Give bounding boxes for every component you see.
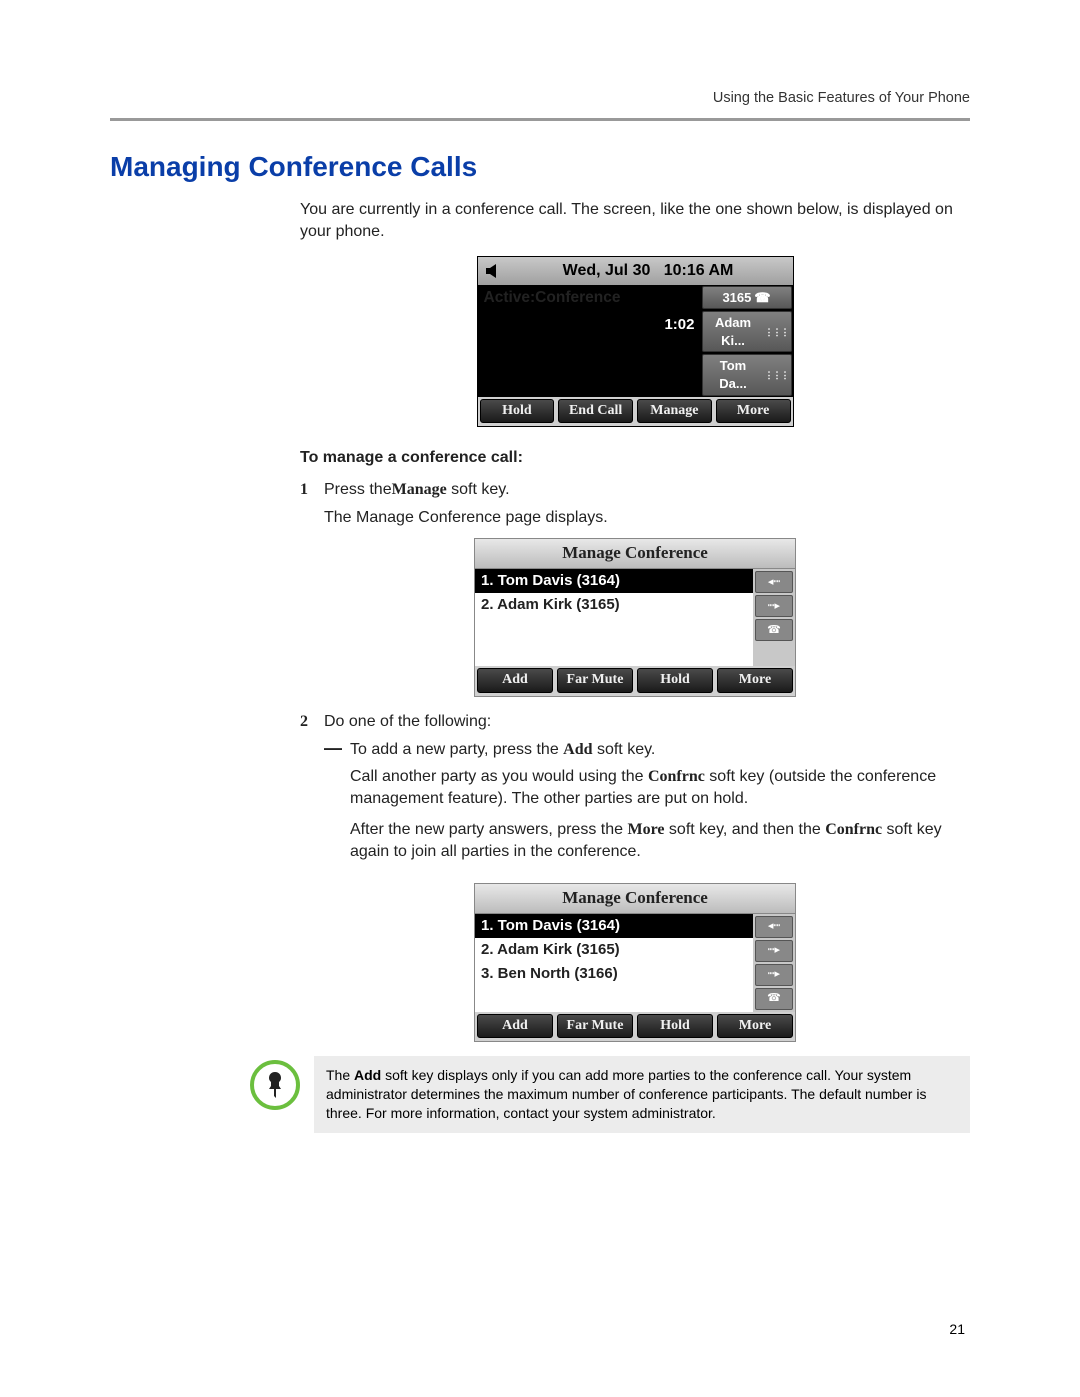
speaker-right-icon: ┉▸ — [755, 940, 793, 962]
note-pin-icon — [250, 1060, 300, 1110]
mc-row[interactable]: 3. Ben North (3166) — [475, 962, 753, 986]
dash1-c: soft key. — [593, 741, 656, 758]
note-callout: The Add soft key displays only if you ca… — [250, 1056, 970, 1133]
handset-icon: ☎ — [754, 289, 770, 307]
softkey-ref-confrnc: Confrnc — [825, 821, 882, 838]
softkey-farmute[interactable]: Far Mute — [557, 1014, 633, 1039]
subheading: To manage a conference call: — [300, 447, 970, 469]
step1-line2: The Manage Conference page displays. — [324, 507, 970, 529]
mc-row-selected[interactable]: 1. Tom Davis (3164) — [475, 914, 753, 938]
step-number: 2 — [300, 711, 324, 733]
softkey-hold[interactable]: Hold — [480, 399, 555, 424]
step1-text-a: Press the — [324, 481, 392, 498]
step-1: 1 Press theManage soft key. The Manage C… — [300, 479, 970, 528]
speaker-icon — [484, 262, 500, 280]
menu-dots-icon: ⋮⋮⋮ — [765, 369, 789, 381]
dash1-p3a: After the new party answers, press the — [350, 821, 627, 838]
step1-text-c: soft key. — [447, 481, 510, 498]
dash1-p2a: Call another party as you would using th… — [350, 768, 648, 785]
softkey-hold[interactable]: Hold — [637, 1014, 713, 1039]
softkey-hold[interactable]: Hold — [637, 668, 713, 693]
step-number: 1 — [300, 479, 324, 528]
softkey-add[interactable]: Add — [477, 1014, 553, 1039]
speaker-left-icon: ◂┉ — [755, 916, 793, 938]
phone-timer: 1:02 — [478, 312, 701, 338]
step-2: 2 Do one of the following: — [300, 711, 970, 733]
menu-dots-icon: ⋮⋮⋮ — [765, 326, 789, 338]
softkey-endcall[interactable]: End Call — [558, 399, 633, 424]
softkey-manage[interactable]: Manage — [637, 399, 712, 424]
mc-row-empty — [475, 618, 753, 642]
phone-screenshot-active-conference: Wed, Jul 30 10:16 AM Active:Conference 1… — [477, 256, 794, 427]
phone-status: Active:Conference — [478, 285, 701, 312]
speaker-left-icon: ◂┉ — [755, 571, 793, 593]
dash1-a: To add a new party, press the — [350, 741, 563, 758]
mc-row-empty — [475, 642, 753, 666]
softkey-more[interactable]: More — [716, 399, 791, 424]
softkey-more[interactable]: More — [717, 668, 793, 693]
phone-screenshot-manage-conference-1: Manage Conference 1. Tom Davis (3164) 2.… — [474, 538, 796, 697]
dash-icon: — — [324, 739, 350, 873]
speaker-right-icon: ┉▸ — [755, 595, 793, 617]
phone-date: Wed, Jul 30 — [563, 262, 651, 279]
softkey-ref-confrnc: Confrnc — [648, 768, 705, 785]
page-number: 21 — [949, 1321, 965, 1337]
softkey-farmute[interactable]: Far Mute — [557, 668, 633, 693]
bullet-add-party: — To add a new party, press the Add soft… — [324, 739, 970, 873]
mc-row[interactable]: 2. Adam Kirk (3165) — [475, 593, 753, 617]
softkey-ref-add: Add — [563, 741, 592, 758]
softkey-add[interactable]: Add — [477, 668, 553, 693]
dash1-p3c: soft key, and then the — [664, 821, 825, 838]
note-text: The Add soft key displays only if you ca… — [314, 1056, 970, 1133]
phone-time: 10:16 AM — [664, 262, 734, 279]
mc-title: Manage Conference — [475, 884, 795, 914]
mc-row-selected[interactable]: 1. Tom Davis (3164) — [475, 569, 753, 593]
line-chip-1: Adam Ki...⋮⋮⋮ — [702, 311, 792, 352]
section-title: Managing Conference Calls — [110, 151, 970, 183]
softkey-ref-manage: Manage — [392, 481, 447, 498]
mc-row[interactable]: 2. Adam Kirk (3165) — [475, 938, 753, 962]
step2-text: Do one of the following: — [324, 711, 970, 733]
softkey-ref-more: More — [627, 821, 664, 838]
line-chip-2: Tom Da...⋮⋮⋮ — [702, 354, 792, 395]
header-rule — [110, 118, 970, 121]
phone-icon: ☎ — [755, 619, 793, 641]
line-chip-ext: 3165☎ — [702, 286, 792, 310]
phone-icon: ☎ — [755, 988, 793, 1010]
mc-title: Manage Conference — [475, 539, 795, 569]
speaker-right-icon: ┉▸ — [755, 964, 793, 986]
softkey-more[interactable]: More — [717, 1014, 793, 1039]
mc-row-empty — [475, 986, 753, 1010]
softkey-ref-add: Add — [354, 1067, 381, 1083]
intro-paragraph: You are currently in a conference call. … — [300, 199, 970, 242]
phone-screenshot-manage-conference-2: Manage Conference 1. Tom Davis (3164) 2.… — [474, 883, 796, 1043]
header-chapter: Using the Basic Features of Your Phone — [110, 90, 970, 106]
